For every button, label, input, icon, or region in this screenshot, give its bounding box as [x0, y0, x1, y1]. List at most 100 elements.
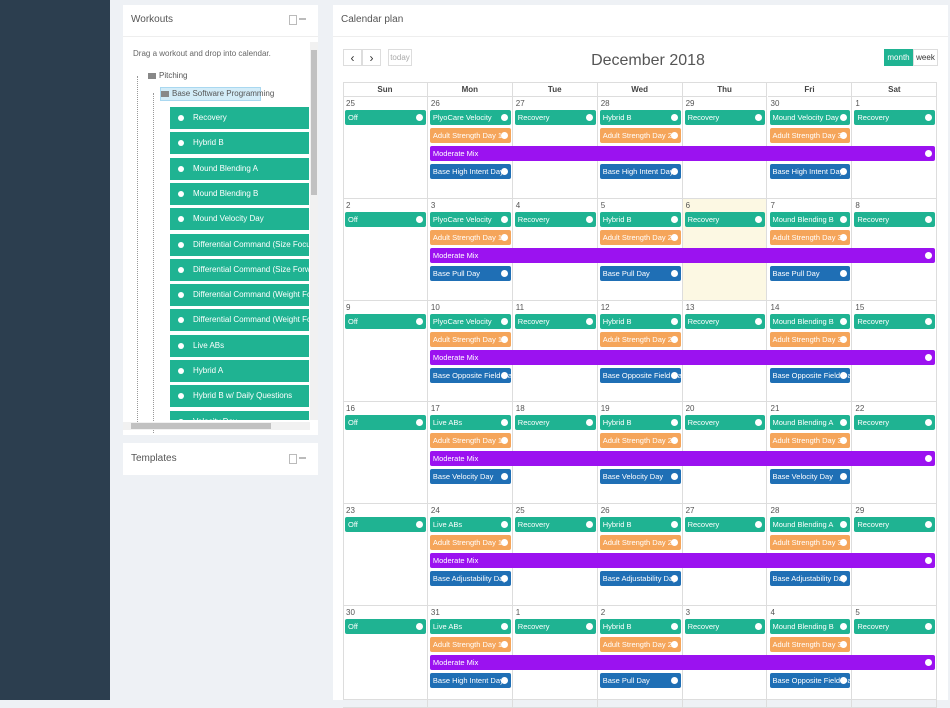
gear-icon[interactable]: [840, 521, 848, 529]
event[interactable]: Base Opposite Field Day: [429, 367, 511, 383]
gear-icon[interactable]: [755, 623, 763, 630]
gear-icon[interactable]: [755, 419, 763, 427]
event[interactable]: Base Pull Day: [769, 265, 851, 281]
gear-icon[interactable]: [178, 342, 184, 349]
gear-icon[interactable]: [178, 165, 184, 172]
event[interactable]: Adult Strength Day 3: [769, 535, 851, 551]
prev-button[interactable]: ‹: [343, 49, 362, 66]
gear-icon[interactable]: [585, 317, 593, 325]
gear-icon[interactable]: [670, 168, 678, 175]
gear-icon[interactable]: [670, 419, 678, 427]
event[interactable]: Recovery: [684, 415, 766, 431]
tree-node[interactable]: Base Software Programming: [172, 89, 275, 98]
workout-item[interactable]: Differential Command (Weight Focus): [170, 309, 309, 332]
event[interactable]: Adult Strength Day 2: [599, 331, 681, 347]
event[interactable]: Adult Strength Day 3: [769, 433, 851, 449]
event-span[interactable]: Moderate Mix: [429, 349, 936, 365]
event[interactable]: Recovery: [854, 313, 936, 329]
gear-icon[interactable]: [840, 233, 848, 241]
event[interactable]: Base High Intent Day: [769, 164, 851, 179]
workout-item[interactable]: Differential Command (Size Focus): [170, 233, 309, 256]
gear-icon[interactable]: [925, 251, 933, 259]
event[interactable]: Base Pull Day: [429, 265, 511, 281]
event[interactable]: Recovery: [854, 619, 936, 634]
gear-icon[interactable]: [178, 140, 184, 147]
event[interactable]: Recovery: [514, 619, 596, 634]
workout-item[interactable]: Differential Command (Size Forward): [170, 258, 309, 281]
gear-icon[interactable]: [500, 419, 508, 427]
event[interactable]: Live ABs: [429, 517, 511, 533]
gear-icon[interactable]: [840, 132, 848, 139]
event[interactable]: Adult Strength Day 2: [599, 433, 681, 449]
event[interactable]: PlyoCare Velocity: [429, 313, 511, 329]
gear-icon[interactable]: [415, 317, 423, 325]
gear-icon[interactable]: [840, 114, 848, 121]
event[interactable]: Mound Blending A: [769, 415, 851, 431]
workout-item[interactable]: Hybrid B: [170, 132, 309, 155]
gear-icon[interactable]: [178, 393, 184, 400]
event[interactable]: Adult Strength Day 1: [429, 535, 511, 551]
gear-icon[interactable]: [178, 190, 184, 197]
event[interactable]: Recovery: [684, 517, 766, 533]
event[interactable]: Recovery: [684, 110, 766, 125]
workout-item[interactable]: Hybrid A: [170, 360, 309, 382]
gear-icon[interactable]: [500, 521, 508, 529]
event-span[interactable]: Moderate Mix: [429, 146, 936, 161]
gear-icon[interactable]: [670, 539, 678, 547]
view-button[interactable]: week: [913, 49, 938, 66]
event[interactable]: Base High Intent Day: [429, 164, 511, 179]
event[interactable]: Recovery: [514, 211, 596, 227]
gear-icon[interactable]: [925, 114, 933, 121]
gear-icon[interactable]: [670, 132, 678, 139]
event[interactable]: Mound Blending B: [769, 313, 851, 329]
event[interactable]: Adult Strength Day 1: [429, 433, 511, 449]
gear-icon[interactable]: [415, 114, 423, 121]
event[interactable]: Adult Strength Day 3: [769, 229, 851, 245]
event[interactable]: Base High Intent Day: [429, 673, 511, 688]
gear-icon[interactable]: [415, 419, 423, 427]
gear-icon[interactable]: [178, 216, 184, 223]
gear-icon[interactable]: [500, 473, 508, 481]
gear-icon[interactable]: [840, 371, 848, 379]
event[interactable]: Adult Strength Day 1: [429, 128, 511, 143]
workout-item[interactable]: Mound Velocity Day: [170, 208, 309, 231]
event[interactable]: Recovery: [684, 313, 766, 329]
gear-icon[interactable]: [415, 521, 423, 529]
tree-node[interactable]: Pitching: [159, 71, 188, 80]
gear-icon[interactable]: [585, 114, 593, 121]
event[interactable]: Live ABs: [429, 415, 511, 431]
workout-item[interactable]: Differential Command (Weight Forward): [170, 284, 309, 307]
event[interactable]: PlyoCare Velocity: [429, 211, 511, 227]
gear-icon[interactable]: [755, 215, 763, 223]
event[interactable]: Recovery: [684, 619, 766, 634]
gear-icon[interactable]: [178, 292, 184, 299]
gear-icon[interactable]: [585, 623, 593, 630]
gear-icon[interactable]: [670, 317, 678, 325]
today-button[interactable]: today: [388, 49, 412, 66]
event[interactable]: Recovery: [514, 415, 596, 431]
event[interactable]: Adult Strength Day 2: [599, 128, 681, 143]
event[interactable]: Base Pull Day: [599, 265, 681, 281]
gear-icon[interactable]: [670, 677, 678, 684]
gear-icon[interactable]: [500, 335, 508, 343]
event[interactable]: Adult Strength Day 1: [429, 331, 511, 347]
event[interactable]: Hybrid B: [599, 415, 681, 431]
gear-icon[interactable]: [925, 455, 933, 463]
gear-icon[interactable]: [840, 335, 848, 343]
event[interactable]: Off: [345, 517, 426, 533]
gear-icon[interactable]: [840, 215, 848, 223]
event-span[interactable]: Moderate Mix: [429, 247, 936, 263]
gear-icon[interactable]: [840, 473, 848, 481]
event[interactable]: Recovery: [514, 110, 596, 125]
gear-icon[interactable]: [755, 317, 763, 325]
scroll-thumb[interactable]: [311, 50, 317, 195]
gear-icon[interactable]: [178, 317, 184, 324]
gear-icon[interactable]: [670, 215, 678, 223]
gear-icon[interactable]: [670, 641, 678, 648]
gear-icon[interactable]: [925, 419, 933, 427]
gear-icon[interactable]: [840, 419, 848, 427]
gear-icon[interactable]: [925, 317, 933, 325]
gear-icon[interactable]: [415, 215, 423, 223]
event[interactable]: Recovery: [684, 211, 766, 227]
gear-icon[interactable]: [178, 418, 184, 420]
